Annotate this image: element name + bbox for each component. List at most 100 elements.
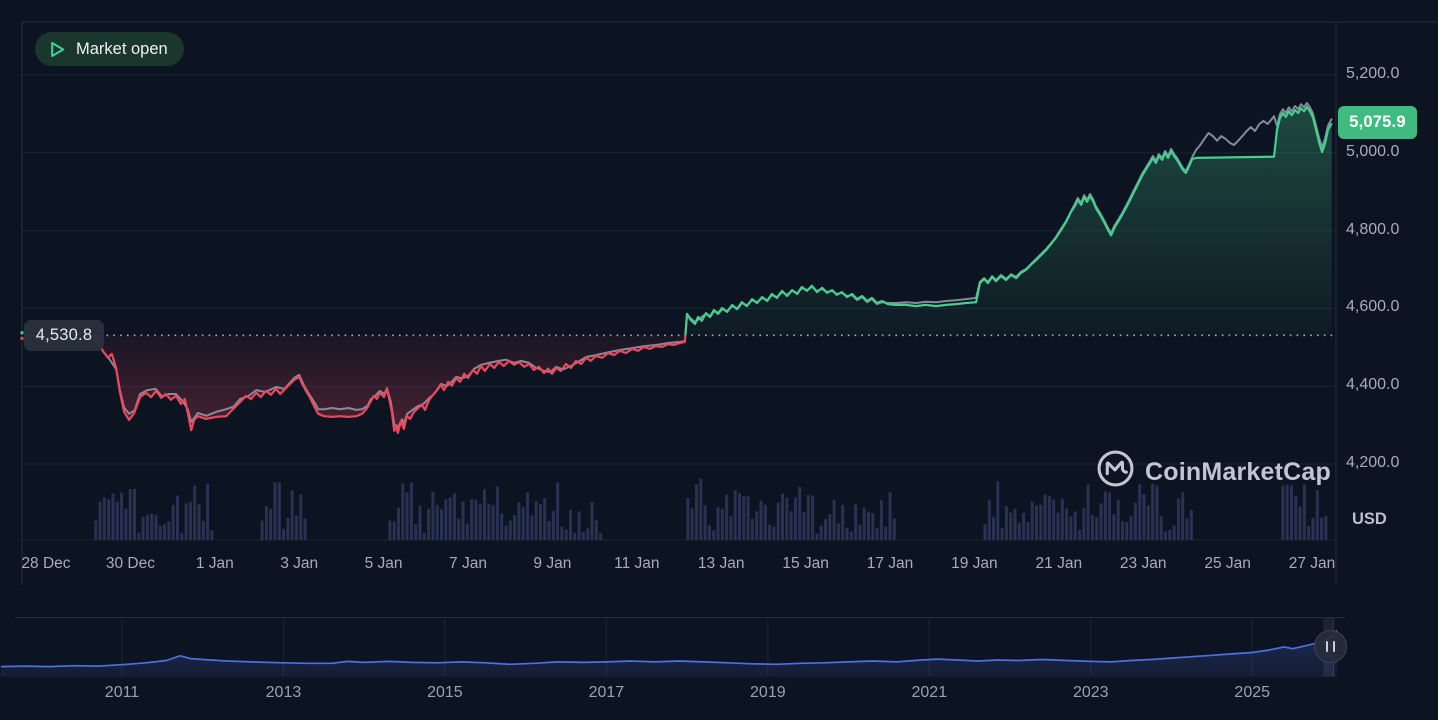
volume-bar — [1294, 495, 1298, 540]
volume-bar — [733, 490, 737, 540]
volume-bar — [299, 494, 303, 540]
volume-bar — [1151, 483, 1155, 540]
volume-bar — [581, 531, 585, 540]
volume-bar — [996, 481, 1000, 540]
volume-bar — [573, 532, 577, 540]
volume-bar — [303, 518, 307, 540]
volume-bar — [94, 520, 98, 540]
volume-bar — [1298, 506, 1302, 540]
currency-label: USD — [1352, 510, 1387, 528]
volume-bar — [405, 492, 409, 540]
time-tick-label: 17 Jan — [866, 555, 914, 572]
volume-bar — [594, 520, 598, 540]
time-tick-label: 9 Jan — [533, 555, 572, 572]
volume-bar — [495, 486, 499, 540]
volume-bar — [1112, 514, 1116, 540]
volume-bar — [875, 528, 879, 540]
volume-bar — [888, 492, 892, 540]
volume-bar — [163, 523, 167, 540]
time-tick-label: 30 Dec — [105, 555, 155, 572]
volume-bar — [530, 515, 534, 540]
volume-bar — [526, 492, 529, 540]
volume-bar — [1133, 502, 1137, 540]
volume-bar — [102, 497, 106, 540]
time-tick-label: 28 Dec — [21, 555, 71, 572]
volume-bar — [409, 482, 413, 540]
volume-bar — [1035, 505, 1038, 540]
volume-bar — [111, 493, 115, 540]
volume-bar — [128, 489, 132, 540]
market-status-label: Market open — [76, 39, 168, 58]
price-tick-label: 4,600.0 — [1346, 298, 1400, 316]
volume-bar — [564, 529, 568, 540]
year-tick-label: 2023 — [1072, 684, 1109, 701]
volume-bar — [1185, 518, 1189, 540]
volume-bar — [1307, 526, 1311, 540]
price-area-below-baseline — [95, 335, 686, 433]
volume-bar — [474, 499, 478, 540]
volume-bar — [1302, 484, 1306, 540]
handle-grip — [1333, 641, 1335, 652]
volume-bar — [1090, 515, 1094, 540]
volume-bar — [193, 485, 197, 540]
volume-bar — [1315, 490, 1319, 540]
volume-bar — [798, 486, 802, 540]
volume-bar — [483, 489, 486, 540]
volume-bar — [1189, 510, 1193, 540]
volume-bar — [452, 493, 456, 540]
volume-bar — [746, 496, 750, 540]
time-tick-label: 21 Jan — [1035, 555, 1083, 572]
volume-bar — [440, 509, 443, 540]
volume-bar — [1116, 500, 1120, 540]
volume-bar — [470, 499, 474, 540]
volume-bar — [461, 501, 465, 540]
volume-bar — [707, 525, 711, 540]
volume-bar — [397, 507, 400, 540]
volume-bar — [1142, 494, 1146, 540]
year-tick-label: 2021 — [911, 684, 948, 701]
volume-bar — [107, 499, 111, 540]
volume-bar — [836, 523, 840, 540]
navigator-range-handle[interactable] — [1314, 630, 1347, 663]
year-tick-label: 2025 — [1234, 684, 1271, 701]
volume-bar — [716, 507, 720, 540]
volume-bar — [811, 495, 815, 540]
last-price-badge: 5,075.9 — [1338, 106, 1417, 139]
volume-bar — [487, 503, 491, 540]
volume-histogram — [94, 478, 1328, 540]
price-tick-label: 5,000.0 — [1346, 142, 1400, 160]
volume-bar — [802, 511, 806, 540]
volume-bar — [789, 511, 793, 540]
coinmarketcap-logo-icon — [1096, 449, 1135, 495]
volume-bar — [720, 508, 724, 540]
volume-bar — [180, 533, 184, 540]
baseline-start-down-mark — [20, 336, 24, 340]
volume-bar — [824, 519, 827, 540]
time-tick-label: 3 Jan — [280, 555, 319, 572]
watermark-label: CoinMarketCap — [1145, 457, 1331, 486]
volume-bar — [543, 498, 547, 540]
volume-bar — [1078, 530, 1081, 540]
volume-bar — [1290, 485, 1293, 540]
year-tick-label: 2019 — [750, 684, 786, 701]
volume-bar — [201, 520, 205, 540]
volume-bar — [1159, 516, 1163, 540]
volume-bar — [1176, 498, 1180, 540]
price-area-above-baseline — [95, 106, 1332, 336]
volume-bar — [158, 525, 162, 540]
volume-bar — [793, 497, 797, 540]
volume-bar — [1069, 516, 1073, 540]
volume-bar — [504, 525, 508, 540]
volume-bar — [1043, 494, 1047, 540]
volume-bar — [491, 505, 495, 540]
volume-bar — [120, 492, 124, 540]
year-tick-label: 2013 — [265, 684, 302, 701]
volume-bar — [171, 504, 175, 540]
market-status-badge[interactable]: Market open — [35, 32, 184, 66]
volume-bar — [392, 521, 396, 540]
volume-bar — [401, 483, 405, 540]
volume-bar — [686, 498, 690, 540]
volume-bar — [1047, 496, 1051, 540]
